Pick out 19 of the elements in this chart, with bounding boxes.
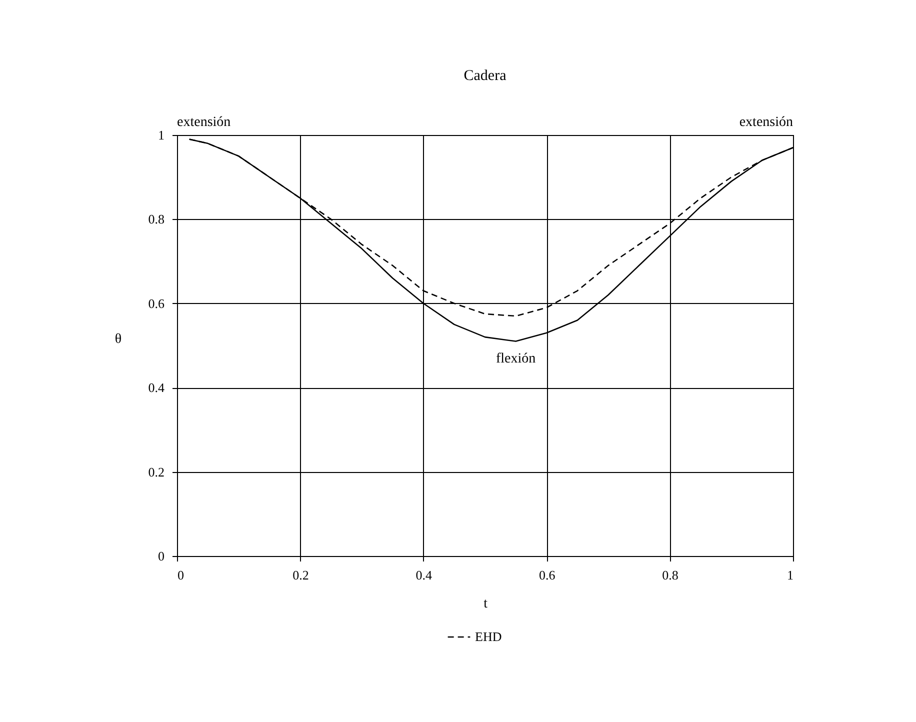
y-tick-label: 1 [158,128,164,142]
x-tick-label: 0.6 [538,568,556,582]
y-tick-label: 0 [158,548,164,564]
x-tick-label: 1 [787,568,794,582]
chart-title: Cadera [464,68,507,84]
y-tick-label: 0.6 [148,296,165,311]
x-tick-label: 0.2 [292,568,309,582]
y-tick-label: 0.4 [148,380,165,396]
annotation: flexión [496,351,536,366]
text: extensión [177,115,231,130]
x-tick-label: 0 [178,568,184,582]
x-axis-title: t [484,596,488,612]
legend-label: EHD [475,629,502,644]
text: extensión [739,115,793,130]
x-tick-label: 0.8 [662,568,678,582]
y-axis-title: θ [114,332,122,347]
y-tick-label: 0.2 [148,464,164,480]
x-tick-label: 0.4 [416,568,433,582]
y-tick-label: 0.8 [148,212,164,227]
